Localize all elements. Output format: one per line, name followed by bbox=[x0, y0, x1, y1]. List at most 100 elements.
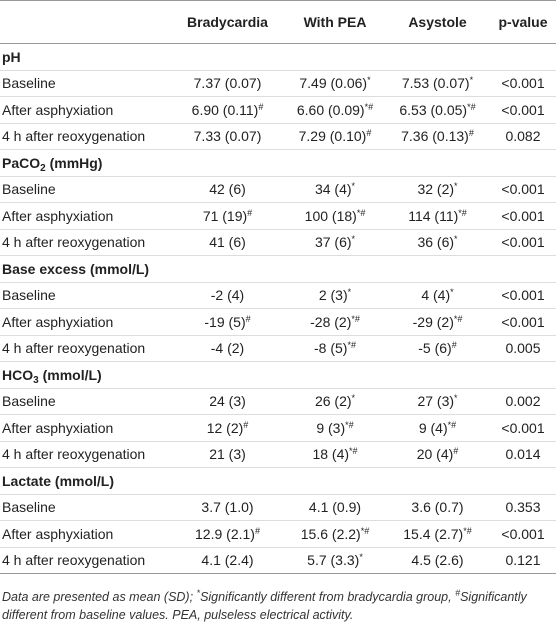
footnote-text: Significantly different from bradycardia… bbox=[200, 590, 456, 604]
value-cell: 42 (6) bbox=[170, 176, 285, 203]
significance-mark: # bbox=[468, 128, 474, 139]
data-row: After asphyxiation 12.9 (2.1)# 15.6 (2.2)*… bbox=[0, 520, 556, 548]
data-row: Baseline -2 (4) 2 (3)* 4 (4)* <0.001 bbox=[0, 282, 556, 309]
significance-mark: # bbox=[451, 340, 457, 351]
significance-mark: *# bbox=[345, 419, 354, 430]
section-row: PaCO2 (mmHg) bbox=[0, 149, 556, 177]
table-body: pH Baseline 7.37 (0.07) 7.49 (0.06)* 7.53 (0… bbox=[0, 43, 556, 574]
value-text: 12.9 (2.1) bbox=[195, 525, 255, 542]
significance-mark: * bbox=[454, 393, 458, 404]
data-row: Baseline 3.7 (1.0) 4.1 (0.9) 3.6 (0.7) 0.353 bbox=[0, 494, 556, 521]
value-cell: 41 (6) bbox=[170, 229, 285, 256]
data-row: 4 h after reoxygenation 21 (3) 18 (4)*# 20 … bbox=[0, 441, 556, 468]
value-text: 7.49 (0.06) bbox=[299, 75, 368, 92]
section-title-text: HCO bbox=[2, 366, 34, 383]
table-figure: Bradycardia With PEA Asystole p-value pH Bas… bbox=[0, 0, 556, 622]
value-cell: 21 (3) bbox=[170, 441, 285, 468]
significance-mark: *# bbox=[447, 419, 457, 430]
value-cell: 27 (3)* bbox=[385, 388, 490, 415]
section-title: Lactate (mmol/L) bbox=[0, 467, 556, 495]
value-cell: 3.7 (1.0) bbox=[170, 494, 285, 521]
value-text: 32 (2) bbox=[417, 181, 455, 198]
value-text: 7.33 (0.07) bbox=[193, 128, 262, 145]
value-cell: -29 (2)*# bbox=[385, 308, 490, 336]
row-label: Baseline bbox=[0, 494, 170, 521]
significance-mark: # bbox=[254, 525, 260, 536]
significance-mark: * bbox=[454, 181, 458, 192]
value-text: -29 (2) bbox=[412, 313, 454, 330]
data-row: 4 h after reoxygenation 7.33 (0.07) 7.29 (… bbox=[0, 123, 556, 150]
value-cell: 6.60 (0.09)*# bbox=[285, 96, 385, 124]
section-row: HCO3 (mmol/L) bbox=[0, 361, 556, 389]
significance-mark: # bbox=[245, 313, 251, 324]
value-text: <0.001 bbox=[501, 207, 545, 224]
value-cell: 0.002 bbox=[490, 388, 556, 415]
value-cell: 7.37 (0.07) bbox=[170, 70, 285, 97]
value-text: 4.5 (2.6) bbox=[411, 552, 464, 569]
value-text: 34 (4) bbox=[314, 181, 352, 198]
value-text: <0.001 bbox=[501, 525, 545, 542]
row-label: After asphyxiation bbox=[0, 414, 170, 442]
data-row: 4 h after reoxygenation -4 (2) -8 (5)*# -5 … bbox=[0, 335, 556, 362]
value-cell: 0.353 bbox=[490, 494, 556, 521]
row-label: 4 h after reoxygenation bbox=[0, 547, 170, 574]
value-cell: <0.001 bbox=[490, 96, 556, 124]
value-cell: <0.001 bbox=[490, 202, 556, 230]
value-text: 6.60 (0.09) bbox=[296, 101, 365, 118]
value-text: 0.014 bbox=[505, 446, 541, 463]
value-cell: 7.36 (0.13)# bbox=[385, 123, 490, 150]
value-cell: 20 (4)# bbox=[385, 441, 490, 468]
value-cell: -4 (2) bbox=[170, 335, 285, 362]
section-title: Base excess (mmol/L) bbox=[0, 255, 556, 283]
row-label: 4 h after reoxygenation bbox=[0, 441, 170, 468]
value-text: 18 (4) bbox=[312, 446, 350, 463]
value-cell: 100 (18)*# bbox=[285, 202, 385, 230]
value-cell: <0.001 bbox=[490, 520, 556, 548]
data-row: 4 h after reoxygenation 41 (6) 37 (6)* 36 (… bbox=[0, 229, 556, 256]
data-row: Baseline 24 (3) 26 (2)* 27 (3)* 0.002 bbox=[0, 388, 556, 415]
data-row: After asphyxiation 12 (2)# 9 (3)*# 9 (4)*# <… bbox=[0, 414, 556, 442]
value-text: 12 (2) bbox=[206, 419, 244, 436]
footnote-abbr: PEA, pulseless electrical activity. bbox=[172, 608, 354, 622]
value-text: 7.29 (0.10) bbox=[298, 128, 367, 145]
value-cell: 6.53 (0.05)*# bbox=[385, 96, 490, 124]
value-text: 0.082 bbox=[505, 128, 541, 145]
column-header: With PEA bbox=[285, 0, 385, 44]
value-cell: 114 (11)*# bbox=[385, 202, 490, 230]
significance-mark: * bbox=[351, 181, 356, 192]
significance-mark: # bbox=[247, 207, 253, 218]
footnote-mark: * bbox=[196, 588, 201, 598]
value-text: <0.001 bbox=[501, 419, 545, 436]
value-text: -4 (2) bbox=[210, 340, 245, 357]
value-cell: -19 (5)# bbox=[170, 308, 285, 336]
section-row: Base excess (mmol/L) bbox=[0, 255, 556, 283]
value-cell: 4.1 (0.9) bbox=[285, 494, 385, 521]
value-text: 15.4 (2.7) bbox=[403, 525, 464, 542]
value-cell: 7.49 (0.06)* bbox=[285, 70, 385, 97]
value-text: 9 (4) bbox=[418, 419, 448, 436]
value-text: 4 (4) bbox=[421, 287, 451, 304]
significance-mark: # bbox=[366, 128, 372, 139]
value-text: 114 (11) bbox=[408, 207, 459, 224]
significance-mark: *# bbox=[351, 313, 360, 324]
value-text: 71 (19) bbox=[202, 207, 248, 224]
significance-mark: * bbox=[351, 393, 356, 404]
row-label: 4 h after reoxygenation bbox=[0, 229, 170, 256]
section-title: pH bbox=[0, 43, 556, 71]
value-cell: 15.6 (2.2)*# bbox=[285, 520, 385, 548]
section-title-text: pH bbox=[2, 48, 21, 65]
value-text: 42 (6) bbox=[209, 181, 246, 198]
value-text: -2 (4) bbox=[210, 287, 245, 304]
value-text: -8 (5) bbox=[314, 340, 348, 357]
value-text: -19 (5) bbox=[204, 313, 246, 330]
value-cell: -8 (5)*# bbox=[285, 335, 385, 362]
value-cell: 36 (6)* bbox=[385, 229, 490, 256]
section-unit: (mmHg) bbox=[45, 154, 103, 171]
value-cell: 4.5 (2.6) bbox=[385, 547, 490, 574]
section-title: PaCO2 (mmHg) bbox=[0, 149, 556, 177]
value-cell: 9 (3)*# bbox=[285, 414, 385, 442]
value-text: <0.001 bbox=[501, 313, 545, 330]
value-text: <0.001 bbox=[501, 75, 545, 92]
section-unit: (mmol/L) bbox=[38, 366, 102, 383]
value-cell: -2 (4) bbox=[170, 282, 285, 309]
